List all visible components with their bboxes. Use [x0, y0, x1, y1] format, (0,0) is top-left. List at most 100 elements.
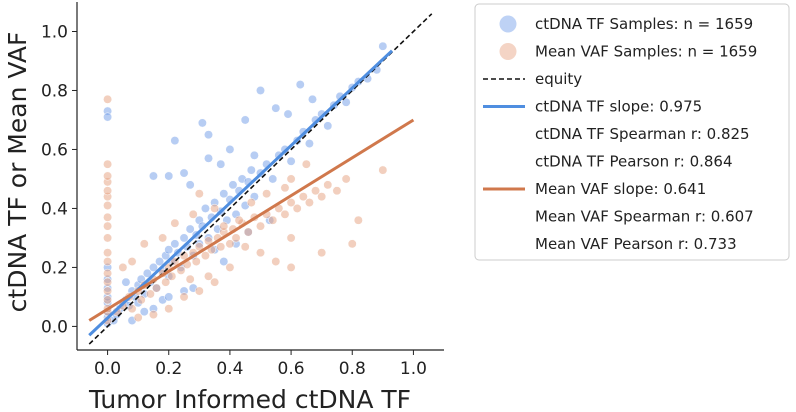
mean-vaf-point	[103, 233, 113, 243]
plot-lines	[88, 13, 433, 345]
legend-frame	[474, 3, 790, 261]
legend-label: Mean VAF slope: 0.641	[535, 180, 706, 198]
ctdna-tf-point	[179, 233, 189, 243]
ctdna-tf-point	[286, 156, 296, 166]
mean-vaf-point	[323, 180, 333, 190]
mean-vaf-point	[103, 221, 113, 231]
mean-vaf-point	[149, 310, 158, 320]
mean-vaf-point	[145, 289, 155, 299]
legend-label: Mean VAF Spearman r: 0.607	[535, 208, 754, 226]
mean-vaf-point	[103, 268, 113, 278]
mean-vaf-point	[164, 304, 174, 314]
mean-vaf-point	[188, 209, 198, 219]
ctdna-tf-point	[204, 153, 213, 163]
legend-marker	[499, 15, 517, 33]
ctdna-tf-point	[103, 112, 113, 122]
mean-vaf-point	[216, 242, 226, 252]
legend-label: ctDNA TF slope: 0.975	[535, 98, 702, 116]
mean-vaf-point	[311, 186, 320, 196]
ctdna-tf-point	[185, 180, 195, 190]
legend-label: Mean VAF Pearson r: 0.733	[535, 235, 737, 253]
x-tick-label: 0.0	[94, 359, 121, 379]
axes: 0.0 0.2 0.4 0.6 0.8 1.0 0.0 0.2 0.4 0.6 0.8 1.0	[41, 2, 444, 379]
mean-vaf-point	[243, 227, 253, 237]
mean-vaf-point	[286, 233, 296, 243]
legend-label: ctDNA TF Spearman r: 0.825	[535, 125, 750, 143]
ctdna-tf-point	[246, 165, 256, 175]
mean-vaf-point	[210, 277, 220, 287]
mean-vaf-point	[103, 94, 113, 104]
ctdna-tf-point	[283, 109, 293, 119]
mean-vaf-point	[139, 239, 149, 249]
ctdna-tf-point	[155, 257, 165, 266]
mean-vaf-point	[179, 292, 189, 302]
mean-vaf-fit-line	[88, 118, 415, 322]
mean-vaf-point	[280, 209, 290, 219]
mean-vaf-point	[317, 192, 327, 202]
y-tick-label: 0.2	[41, 258, 68, 278]
mean-vaf-point	[194, 286, 204, 296]
ctdna-tf-point	[204, 130, 213, 140]
legend-marker	[499, 43, 517, 60]
ctdna-tf-point	[271, 103, 281, 113]
ctdna-tf-point	[228, 180, 238, 190]
mean-vaf-point	[103, 295, 113, 305]
mean-vaf-point	[378, 165, 388, 175]
ctdna-tf-point	[185, 224, 195, 234]
ctdna-tf-point	[139, 307, 149, 317]
ctdna-tf-point	[201, 203, 210, 213]
mean-vaf-point	[167, 271, 177, 281]
ctdna-tf-point	[179, 168, 189, 178]
legend-label: Mean VAF Samples: n = 1659	[535, 43, 757, 61]
mean-vaf-point	[262, 189, 272, 199]
x-tick-label: 0.2	[155, 359, 182, 379]
mean-vaf-point	[103, 257, 113, 266]
ctdna-tf-point	[225, 145, 235, 154]
mean-vaf-point	[256, 221, 265, 231]
y-tick-label: 0.0	[41, 317, 68, 337]
ctdna-tf-point	[219, 189, 229, 199]
ctdna-tf-point	[256, 86, 265, 95]
mean-vaf-point	[246, 198, 256, 207]
mean-vaf-point	[103, 201, 113, 210]
mean-vaf-point	[332, 186, 342, 196]
mean-vaf-point	[176, 265, 186, 275]
ctdna-tf-point	[249, 150, 259, 160]
mean-vaf-point	[225, 262, 235, 272]
ctdna-tf-point	[219, 257, 229, 266]
ctdna-tf-point	[149, 262, 158, 272]
mean-vaf-point	[286, 262, 296, 272]
ctdna-tf-point	[170, 239, 180, 249]
mean-vaf-point	[161, 277, 171, 287]
y-tick-label: 0.4	[41, 199, 68, 219]
ctdna-tf-point	[295, 80, 305, 90]
mean-vaf-point	[234, 215, 244, 225]
mean-vaf-point	[268, 215, 278, 225]
mean-vaf-point	[194, 189, 204, 199]
mean-vaf-point	[341, 174, 351, 184]
mean-vaf-point	[280, 183, 290, 193]
mean-vaf-point	[191, 257, 201, 266]
ctdna-tf-point	[121, 277, 131, 287]
ctdna-tf-point	[240, 115, 250, 125]
ctdna-tf-point	[308, 94, 317, 104]
mean-vaf-point	[256, 248, 265, 258]
x-tick-label: 0.4	[216, 359, 243, 379]
x-tick-label: 0.8	[339, 359, 366, 379]
ctdna-tf-point	[142, 268, 152, 278]
legend-label: equity	[535, 70, 582, 88]
mean-vaf-point	[127, 304, 137, 314]
ctdna-tf-point	[216, 159, 226, 169]
mean-vaf-point	[133, 313, 143, 323]
mean-vaf-point	[286, 174, 296, 184]
mean-vaf-point	[240, 242, 250, 252]
legend-label: ctDNA TF Samples: n = 1659	[535, 15, 753, 33]
mean-vaf-point	[179, 251, 189, 261]
ctdna-tf-point	[268, 174, 278, 184]
mean-vaf-point	[185, 274, 195, 284]
mean-vaf-point	[103, 212, 113, 222]
mean-vaf-point	[103, 286, 113, 296]
ctdna-tf-point	[164, 292, 174, 302]
x-axis-label: Tumor Informed ctDNA TF	[88, 385, 411, 412]
